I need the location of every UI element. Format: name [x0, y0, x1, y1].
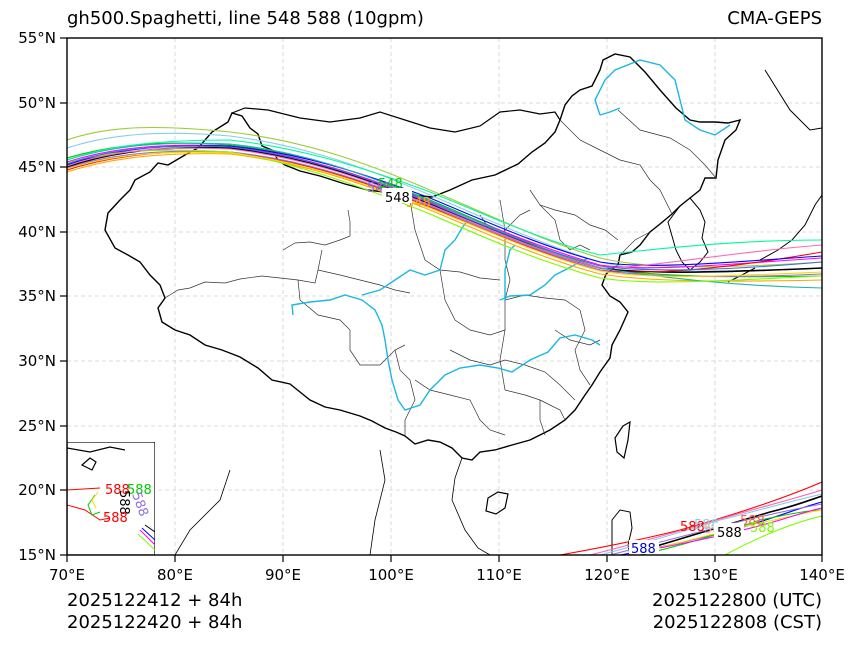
x-tick-label: 90°E	[264, 566, 302, 584]
svg-text:588: 588	[631, 542, 656, 557]
y-tick-label: 25°N	[18, 417, 56, 435]
y-tick-label: 30°N	[18, 352, 56, 370]
x-tick-label: 80°E	[156, 566, 194, 584]
valid-time-utc: 2025122800 (UTC)	[652, 590, 822, 611]
y-tick-label: 40°N	[18, 223, 56, 241]
x-tick-label: 70°E	[48, 566, 86, 584]
korea-coast	[667, 197, 709, 271]
graticule-grid	[67, 38, 822, 555]
contour-588-labels: 588 588 588 588 588 588 588	[629, 514, 775, 557]
taiwan-island	[614, 420, 631, 460]
y-tick-label: 20°N	[18, 481, 56, 499]
svg-text:588: 588	[127, 483, 152, 498]
japan-coast	[727, 69, 822, 283]
x-tick-label: 120°E	[584, 566, 630, 584]
svg-text:588: 588	[750, 521, 775, 536]
init-time-2: 2025122420 + 84h	[67, 612, 243, 633]
axis-ticks	[60, 37, 823, 562]
valid-time-block: 2025122800 (UTC) 2025122808 (CST)	[652, 590, 822, 634]
country-border	[104, 53, 742, 461]
contour-588-ensemble	[559, 481, 822, 555]
x-tick-label: 140°E	[799, 566, 845, 584]
valid-time-cst: 2025122808 (CST)	[652, 612, 822, 633]
init-time-block: 2025122412 + 84h 2025122420 + 84h	[67, 590, 242, 634]
province-borders	[164, 109, 717, 436]
contour-548-ensemble	[67, 126, 822, 289]
rivers	[291, 59, 731, 411]
svg-text:588: 588	[740, 514, 765, 529]
inset-map: 588 588 588 588 588	[67, 442, 155, 555]
chart-title: gh500.Spaghetti, line 548 588 (10gpm)	[67, 8, 424, 29]
svg-text:588: 588	[680, 520, 705, 535]
svg-text:548: 548	[406, 196, 431, 211]
indochina-coast	[174, 449, 491, 555]
svg-text:588: 588	[717, 526, 742, 541]
y-tick-label: 45°N	[18, 158, 56, 176]
y-tick-label: 35°N	[18, 287, 56, 305]
svg-text:588: 588	[116, 490, 131, 515]
contour-548-labels: 548 548 548 548	[367, 177, 431, 211]
hainan-island	[485, 491, 509, 515]
svg-text:588: 588	[105, 483, 130, 498]
x-tick-label: 110°E	[476, 566, 522, 584]
init-time-1: 2025122412 + 84h	[67, 590, 243, 611]
model-name: CMA-GEPS	[727, 8, 822, 29]
y-tick-label: 15°N	[18, 546, 56, 564]
y-tick-label: 50°N	[18, 94, 56, 112]
x-tick-label: 130°E	[692, 566, 738, 584]
label-548: 548	[385, 191, 410, 206]
x-tick-label: 100°E	[368, 566, 414, 584]
mongolia-border	[231, 107, 561, 133]
svg-text:588: 588	[694, 518, 719, 533]
svg-text:588: 588	[103, 511, 128, 526]
y-tick-label: 55°N	[18, 29, 56, 47]
